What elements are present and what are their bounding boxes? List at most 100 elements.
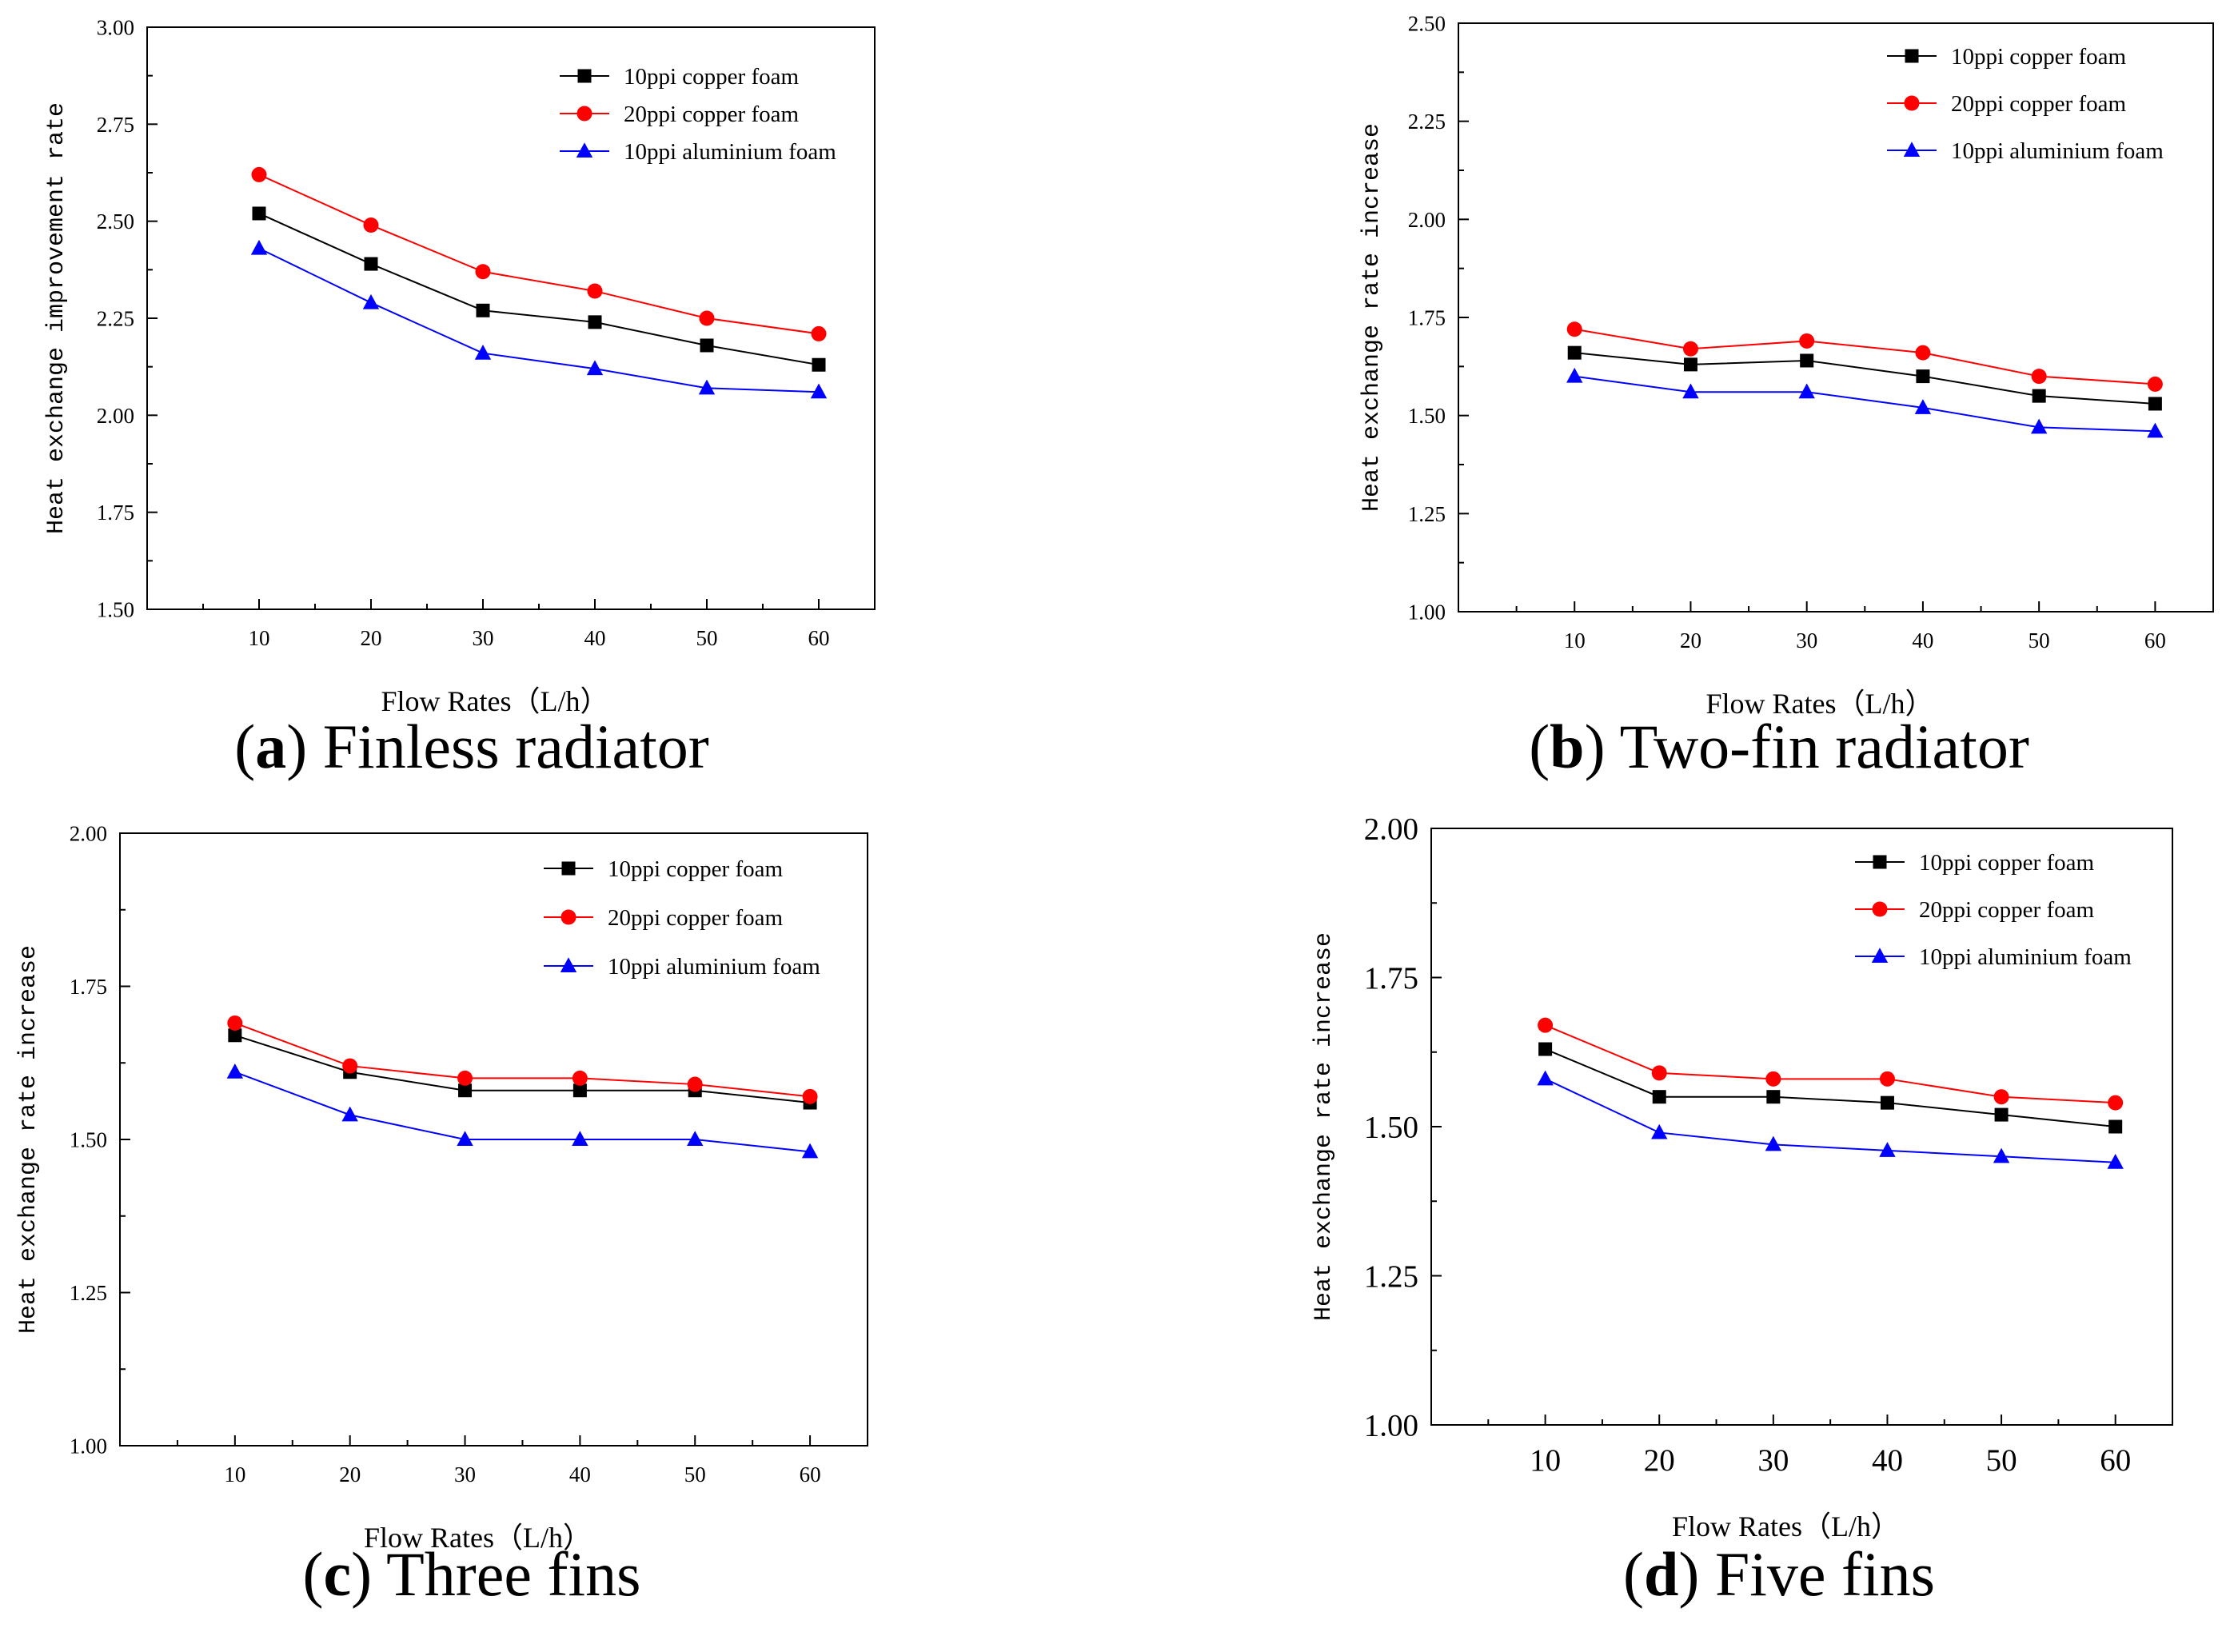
y-tick-label: 1.25 (70, 1281, 107, 1305)
data-point (2108, 1119, 2123, 1134)
y-tick-label: 1.75 (97, 501, 134, 525)
data-point (1879, 1071, 1895, 1087)
legend-marker (577, 69, 592, 83)
legend-marker (1905, 49, 1919, 63)
legend-label: 10ppi aluminium foam (608, 954, 820, 980)
data-point (363, 217, 379, 233)
panel-caption: (d) Five fins (1623, 1539, 1935, 1609)
chart-panel-c: 1.00 1.25 1.50 1.75 2.00 10 20 30 40 50 60 Flow Rat… (15, 821, 868, 1609)
data-point (1538, 1017, 1554, 1033)
caption-paren: ( (234, 712, 255, 781)
legend-marker (1872, 901, 1888, 917)
data-point (342, 1058, 358, 1074)
legend-label: 10ppi aluminium foam (624, 139, 836, 165)
data-point (1566, 367, 1583, 383)
data-point (364, 257, 378, 271)
data-point (228, 1028, 242, 1043)
data-point (1651, 1123, 1668, 1139)
legend-marker (1904, 95, 1920, 111)
data-point (474, 344, 492, 360)
legend-label: 20ppi copper foam (1951, 91, 2126, 117)
legend-marker (576, 142, 593, 158)
y-tick-label: 1.25 (1364, 1259, 1418, 1294)
data-point (1682, 341, 1698, 357)
x-tick-label: 40 (584, 626, 606, 650)
series-line-1 (1574, 352, 2156, 405)
data-point (588, 315, 602, 329)
y-tick-label: 1.25 (1408, 502, 1446, 526)
data-point (699, 310, 715, 326)
y-tick-label: 3.00 (97, 15, 134, 39)
data-point (1682, 383, 1699, 399)
series-line-2 (258, 174, 820, 335)
data-point (698, 379, 716, 395)
data-point (362, 293, 380, 309)
legend-label: 20ppi copper foam (1919, 897, 2094, 923)
y-tick-label: 2.00 (70, 821, 107, 845)
legend-marker (1903, 142, 1921, 158)
series-line-2 (1545, 1024, 2116, 1104)
x-tick-label: 10 (224, 1462, 245, 1486)
x-tick-label: 20 (1644, 1443, 1675, 1478)
x-tick-label: 10 (249, 626, 270, 650)
data-point (687, 1131, 704, 1147)
chart-panel-a: 1.50 1.75 2.00 2.25 2.50 2.75 3.00 10 20 30 40 50 60… (43, 15, 876, 781)
x-tick-label: 10 (1530, 1443, 1561, 1478)
x-tick-label: 30 (1757, 1443, 1789, 1478)
data-point (2108, 1095, 2124, 1111)
caption-paren: ( (1529, 712, 1550, 781)
panel-caption: (a) Finless radiator (234, 712, 709, 781)
legend-label: 20ppi copper foam (608, 905, 783, 931)
series-line-1 (1545, 1048, 2116, 1127)
y-tick-label: 2.75 (97, 113, 134, 137)
chart-panel-d: 1.00 1.25 1.50 1.75 2.00 10 20 30 40 50 60 Flow Rat… (1310, 812, 2173, 1609)
x-tick-label: 50 (696, 626, 718, 650)
x-tick-label: 20 (1680, 628, 1701, 652)
panel-caption: (b) Two-fin radiator (1529, 712, 2029, 781)
data-point (1683, 357, 1697, 372)
x-tick-label: 50 (684, 1462, 706, 1486)
data-point (457, 1131, 473, 1147)
y-axis-label: Heat exchange improvement rate (43, 102, 70, 534)
data-point (586, 360, 604, 376)
y-tick-label: 1.75 (1364, 961, 1418, 996)
series-line-3 (1545, 1078, 2116, 1163)
caption-title: ) Five fins (1678, 1539, 1935, 1609)
panel-caption: (c) Three fins (302, 1539, 640, 1609)
data-point (1798, 383, 1815, 399)
x-tick-label: 40 (1872, 1443, 1903, 1478)
data-point (1915, 345, 1931, 361)
y-axis-label: Heat exchange rate increase (1310, 932, 1338, 1321)
y-tick-label: 1.50 (97, 597, 134, 621)
x-tick-label: 30 (473, 626, 494, 650)
data-point (687, 1076, 703, 1092)
data-point (1993, 1089, 2009, 1105)
legend: 10ppi copper foam 20ppi copper foam 10ppi … (1855, 850, 2132, 970)
data-point (1567, 345, 1582, 360)
data-point (1566, 321, 1582, 337)
caption-letter: c (323, 1539, 351, 1609)
legend: 10ppi copper foam 20ppi copper foam 10ppi … (1887, 44, 2164, 164)
data-point (250, 239, 268, 255)
x-axis-label: Flow Rates（L/h） (1672, 1510, 1900, 1542)
legend-label: 10ppi copper foam (624, 64, 799, 90)
y-tick-label: 2.50 (1408, 11, 1446, 35)
y-tick-label: 2.00 (1408, 208, 1446, 232)
data-point (1993, 1147, 2010, 1163)
x-tick-label: 30 (454, 1462, 476, 1486)
data-point (1765, 1071, 1781, 1087)
y-tick-label: 2.00 (97, 404, 134, 428)
data-point (1916, 369, 1930, 384)
data-point (1879, 1142, 1896, 1157)
y-tick-label: 2.50 (97, 209, 134, 233)
x-tick-label: 60 (800, 1462, 821, 1486)
y-tick-label: 1.50 (70, 1127, 107, 1151)
legend-label: 10ppi aluminium foam (1951, 138, 2164, 164)
data-point (2147, 422, 2164, 438)
data-point (1994, 1107, 2009, 1122)
legend: 10ppi copper foam 20ppi copper foam 10ppi … (544, 856, 820, 980)
data-point (251, 166, 267, 182)
y-tick-label: 1.75 (70, 975, 107, 999)
series-line-3 (234, 1071, 811, 1153)
